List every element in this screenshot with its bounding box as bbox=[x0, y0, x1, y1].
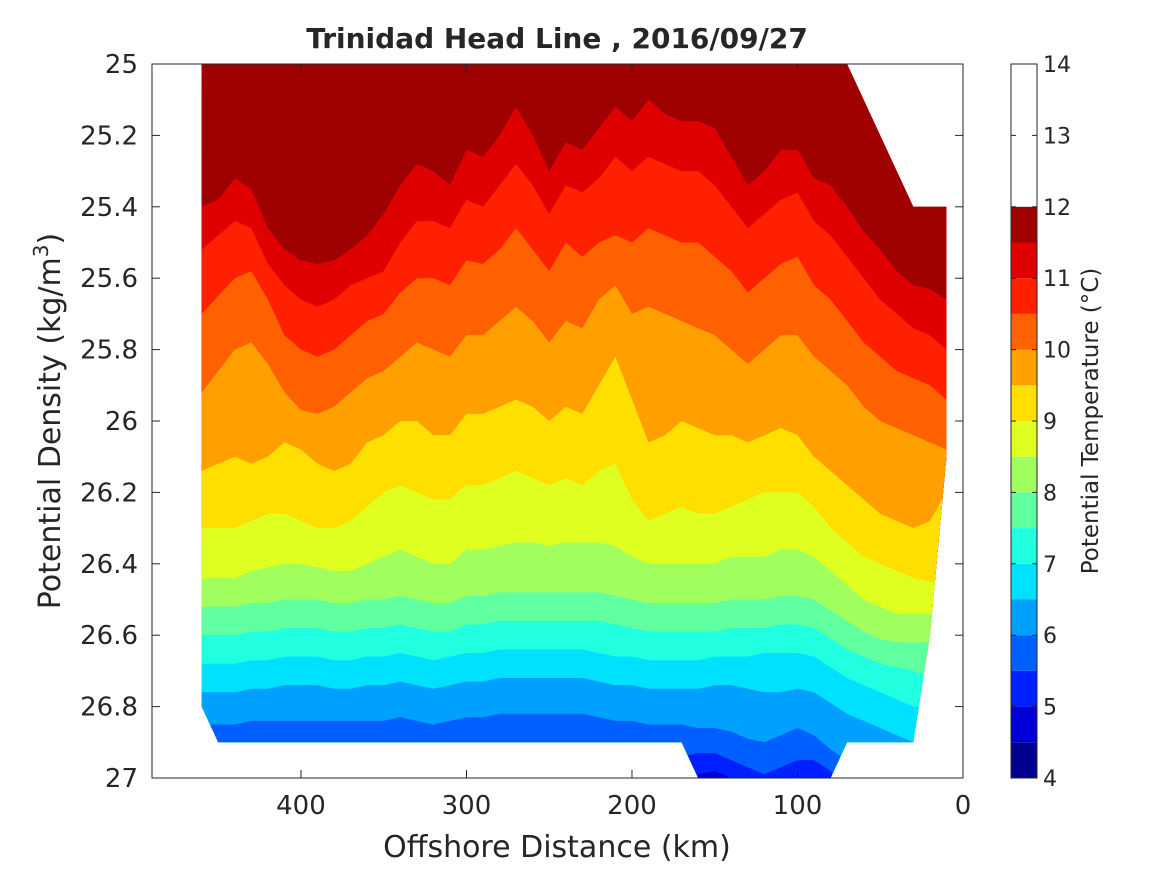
y-tick-label: 25.6 bbox=[80, 264, 138, 294]
x-tick-label: 400 bbox=[276, 791, 326, 821]
colorbar-segment bbox=[1011, 421, 1037, 457]
colorbar-tick-label: 12 bbox=[1043, 196, 1071, 221]
colorbar-segment bbox=[1011, 349, 1037, 386]
y-tick-label: 25 bbox=[105, 50, 138, 80]
colorbar-segment bbox=[1011, 206, 1037, 243]
colorbar-tick-label: 11 bbox=[1043, 267, 1071, 292]
x-tick-label: 200 bbox=[607, 791, 657, 821]
colorbar-label: Potential Temperature (°C) bbox=[1078, 268, 1104, 575]
y-axis-label-superscript: 3 bbox=[29, 244, 53, 257]
y-tick-label: 27 bbox=[105, 764, 138, 794]
colorbar-segment bbox=[1011, 670, 1037, 707]
colorbar-segment bbox=[1011, 635, 1037, 671]
colorbar-segment bbox=[1011, 313, 1037, 350]
colorbar-segment bbox=[1011, 456, 1037, 493]
colorbar-segment bbox=[1011, 242, 1037, 279]
colorbar-tick-label: 4 bbox=[1043, 767, 1057, 792]
x-tick-label: 300 bbox=[442, 791, 492, 821]
y-axis-ticks: 25 25.2 25.4 25.6 25.8 26 26.2 26.4 26.6 26.8 27 bbox=[80, 50, 963, 794]
y-axis-label-main: Potential Density (kg/m bbox=[33, 257, 68, 609]
colorbar-tick-label: 10 bbox=[1043, 339, 1071, 364]
colorbar-segment bbox=[1011, 528, 1037, 564]
y-tick-label: 26 bbox=[105, 407, 138, 437]
y-tick-label: 25.8 bbox=[80, 336, 138, 366]
x-axis-ticks: 400 300 200 100 0 bbox=[276, 64, 971, 821]
colorbar-tick-label: 14 bbox=[1043, 53, 1071, 78]
colorbar-tick-label: 7 bbox=[1043, 553, 1057, 578]
colorbar-segment bbox=[1011, 563, 1037, 600]
y-tick-label: 26.6 bbox=[80, 621, 138, 651]
y-axis-label-close: ) bbox=[33, 233, 68, 245]
contour-fill-layer bbox=[201, 64, 947, 778]
colorbar-tick-label: 13 bbox=[1043, 124, 1071, 149]
colorbar-tick-label: 6 bbox=[1043, 624, 1057, 649]
colorbar-tick-label: 8 bbox=[1043, 481, 1057, 506]
y-tick-label: 25.4 bbox=[80, 193, 138, 223]
colorbar: 4 5 6 7 8 9 10 11 12 13 14 bbox=[1010, 53, 1071, 792]
colorbar-segment bbox=[1011, 278, 1037, 314]
colorbar-segment bbox=[1011, 385, 1037, 421]
y-axis-label: Potential Density (kg/m3) bbox=[29, 233, 68, 609]
chart-title: Trinidad Head Line , 2016/09/27 bbox=[306, 22, 808, 55]
colorbar-tick-label: 9 bbox=[1043, 410, 1057, 435]
colorbar-segment bbox=[1011, 742, 1037, 778]
colorbar-segment bbox=[1011, 706, 1037, 743]
x-tick-label: 100 bbox=[773, 791, 823, 821]
colorbar-segment bbox=[1011, 492, 1037, 529]
y-tick-label: 26.4 bbox=[80, 550, 138, 580]
colorbar-segment bbox=[1011, 599, 1037, 636]
y-tick-label: 26.2 bbox=[80, 478, 138, 508]
colorbar-tick-label: 5 bbox=[1043, 696, 1057, 721]
y-tick-label: 25.2 bbox=[80, 121, 138, 151]
x-axis-label: Offshore Distance (km) bbox=[383, 830, 731, 865]
y-tick-label: 26.8 bbox=[80, 693, 138, 723]
x-tick-label: 0 bbox=[955, 791, 972, 821]
